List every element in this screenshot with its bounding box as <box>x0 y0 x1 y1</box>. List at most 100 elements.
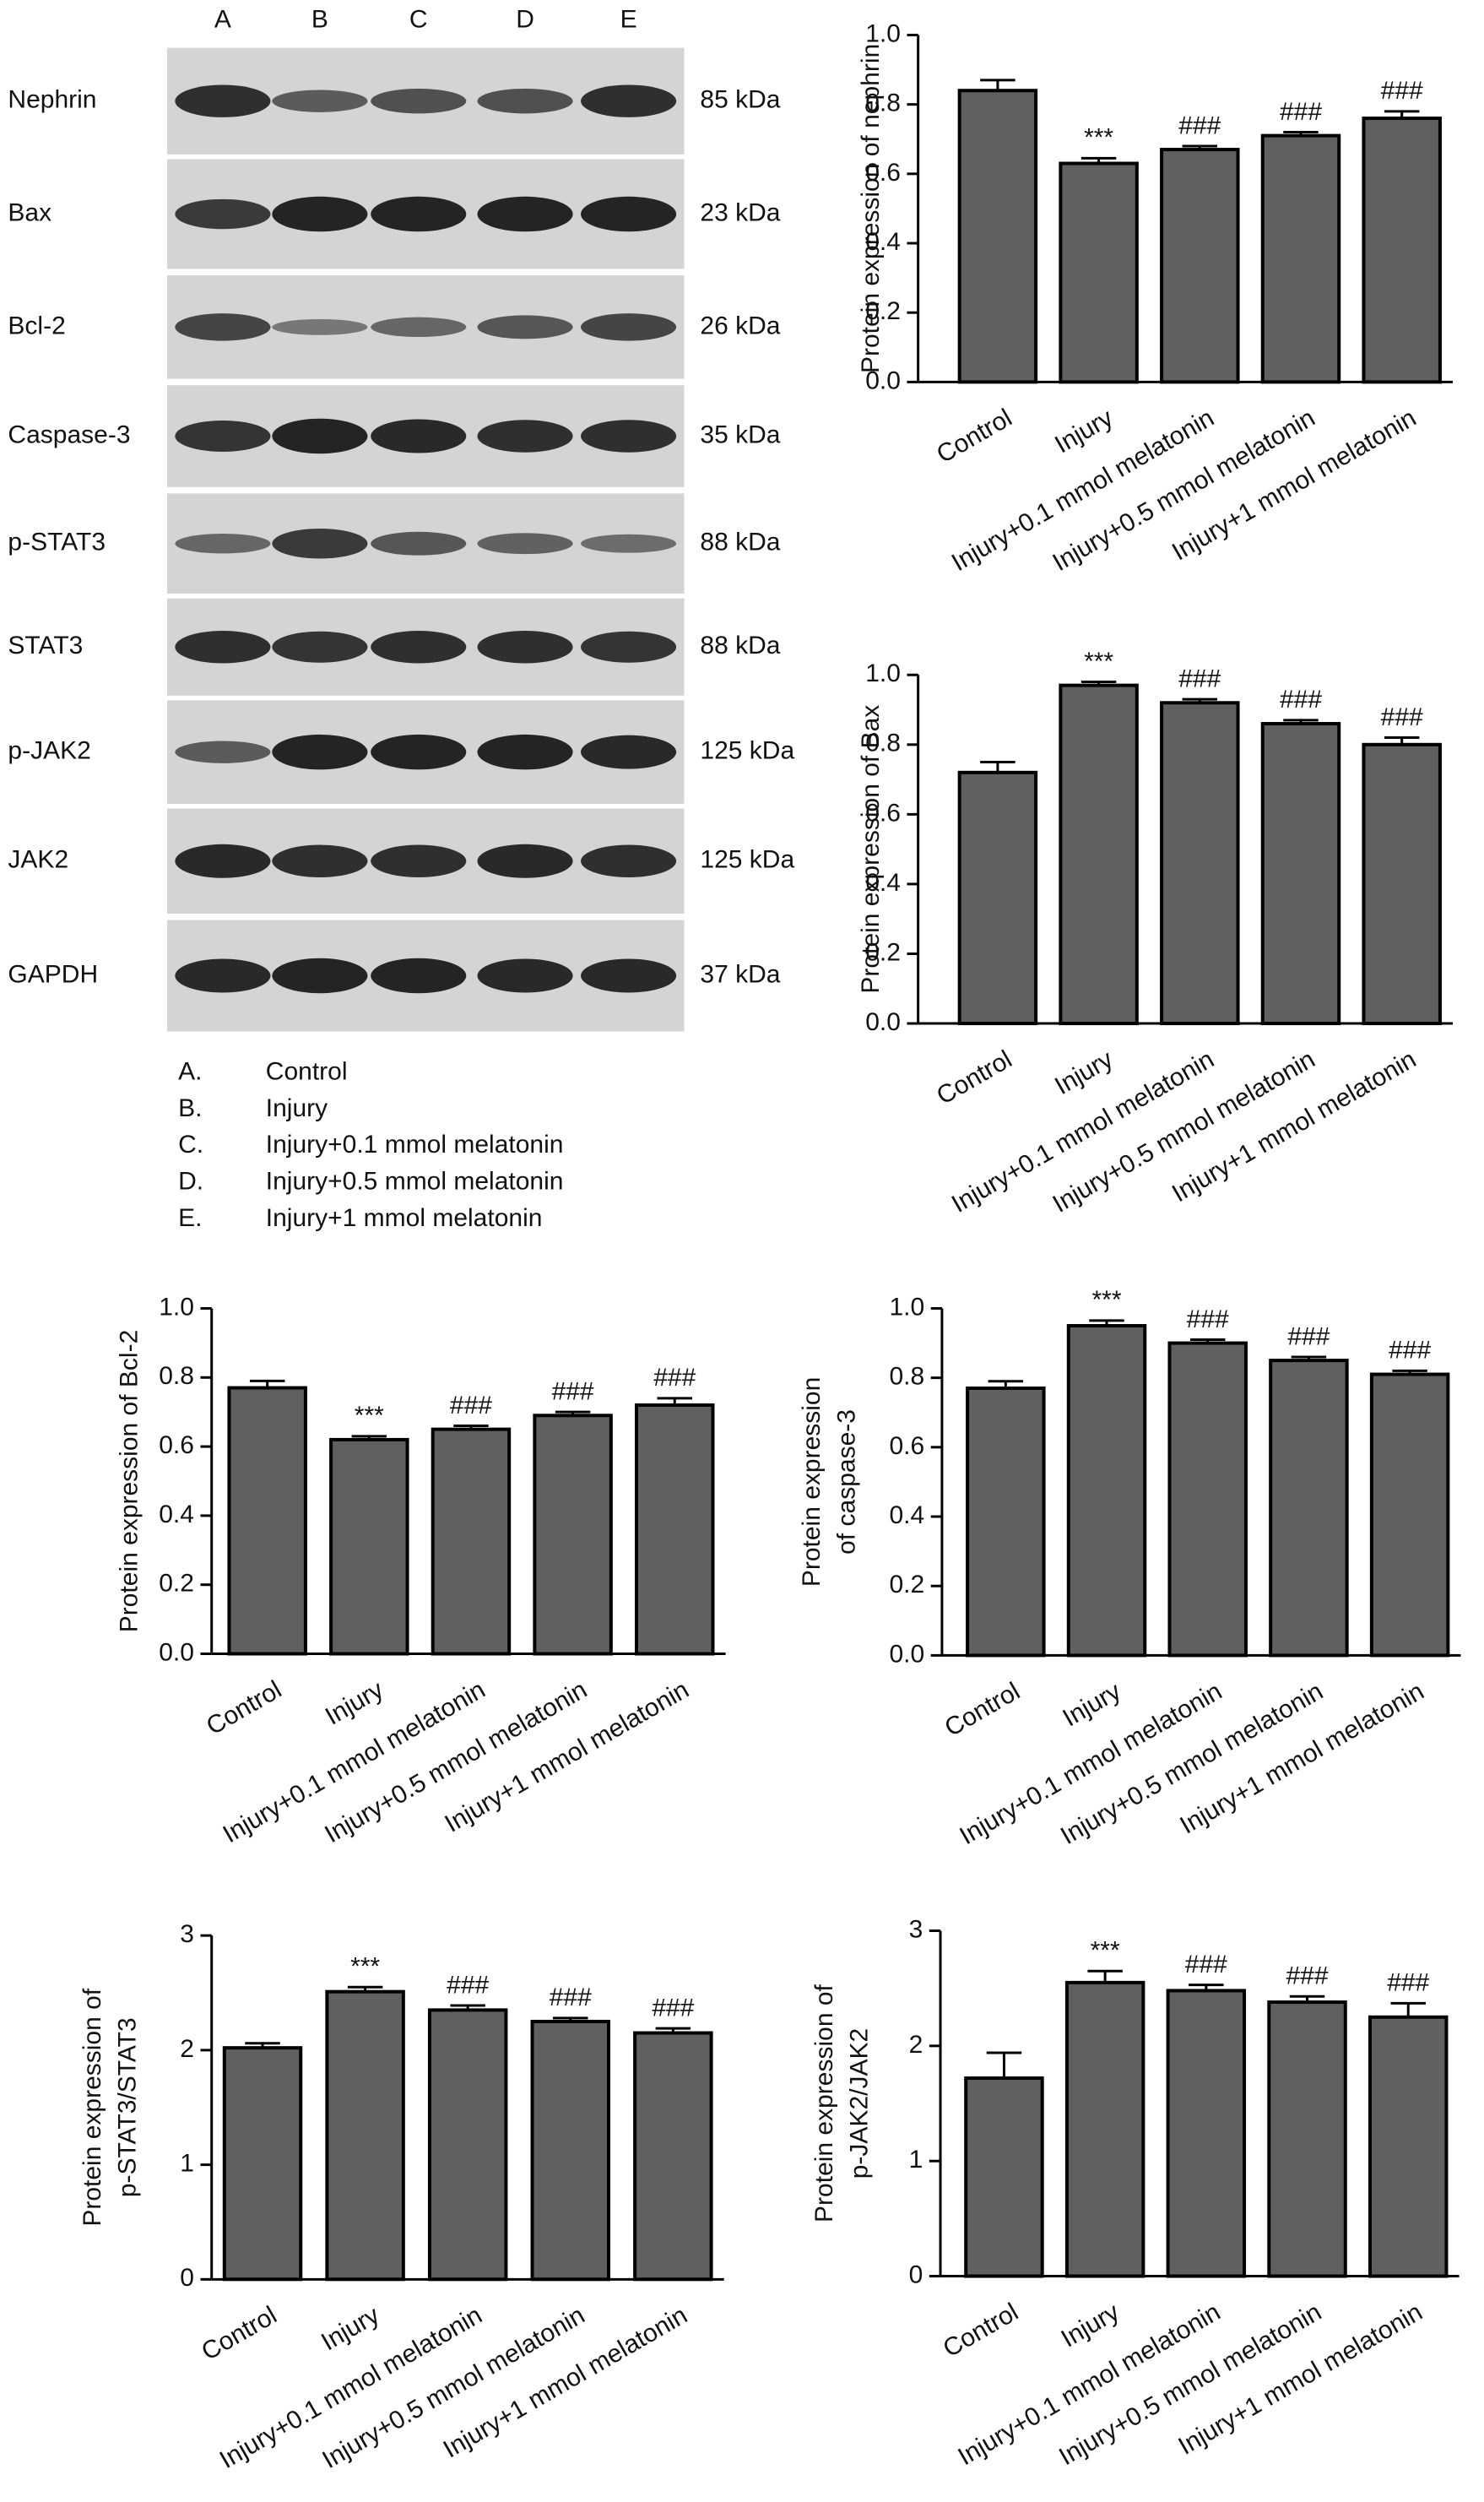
protein-label: Caspase-3 <box>8 421 130 448</box>
y-tick-label: 1.0 <box>889 1293 924 1321</box>
significance-label: ### <box>1387 1969 1429 1997</box>
y-tick-label: 1 <box>180 2150 194 2178</box>
blot-band <box>175 844 271 878</box>
blot-band <box>581 958 677 993</box>
size-label: 125 kDa <box>700 737 794 765</box>
x-tick-label: Injury <box>1050 1045 1118 1100</box>
protein-label: Nephrin <box>8 86 96 114</box>
y-tick-label: 1 <box>909 2146 923 2174</box>
legend-name: Injury+0.5 mmol melatonin <box>266 1167 564 1195</box>
blot-band <box>272 418 368 454</box>
size-label: 37 kDa <box>700 960 780 988</box>
blot-band <box>175 313 271 341</box>
bar <box>325 1989 405 2282</box>
blot-band <box>272 196 368 232</box>
x-tick-label: Control <box>939 2298 1023 2363</box>
y-tick-label: 0.0 <box>159 1638 194 1666</box>
lane-label: C <box>409 5 428 33</box>
significance-label: *** <box>355 1402 384 1430</box>
size-label: 88 kDa <box>700 529 780 556</box>
legend-letter: C. <box>178 1131 203 1159</box>
bar <box>957 770 1038 1026</box>
significance-label: *** <box>1084 124 1113 152</box>
blot-band <box>477 88 573 114</box>
lane-label: D <box>516 5 534 33</box>
bar <box>1260 722 1341 1026</box>
y-tick-label: 0.4 <box>865 228 901 256</box>
y-tick-label: 0.4 <box>159 1501 194 1528</box>
legend-letter: B. <box>178 1094 202 1122</box>
blot-band <box>477 420 573 453</box>
x-tick-label: Injury <box>1050 404 1118 459</box>
legend-letter: E. <box>178 1204 202 1232</box>
y-tick-label: 0.8 <box>865 730 901 757</box>
blot-band <box>581 844 677 878</box>
bar <box>966 1386 1046 1658</box>
y-tick-label: 2 <box>180 2035 194 2063</box>
y-tick-label: 1.0 <box>865 659 901 687</box>
blot-band <box>175 198 271 230</box>
bar <box>1260 133 1341 384</box>
blot-band <box>581 420 677 453</box>
blot-band <box>477 315 573 339</box>
y-tick-label: 0.8 <box>865 90 901 117</box>
bar <box>1059 161 1139 384</box>
y-tick-label: 0.4 <box>889 1501 924 1529</box>
protein-label: Bax <box>8 198 51 226</box>
x-tick-label: Control <box>932 1045 1016 1110</box>
blot-band <box>371 631 467 664</box>
blot-band <box>371 958 467 994</box>
blot-band <box>272 90 368 112</box>
y-tick-label: 0 <box>180 2264 194 2292</box>
y-axis-label: Protein expression of <box>79 1988 106 2226</box>
x-tick-label: Injury <box>317 2301 384 2356</box>
y-tick-label: 3 <box>909 1915 923 1943</box>
bar <box>1160 701 1240 1026</box>
bar <box>1269 1359 1349 1658</box>
bar <box>1066 1324 1147 1658</box>
y-tick-label: 0.4 <box>865 869 901 897</box>
legend-name: Injury+0.1 mmol melatonin <box>266 1131 564 1159</box>
legend-name: Control <box>266 1057 348 1085</box>
y-tick-label: 1.0 <box>865 19 901 47</box>
x-tick-label: Injury <box>321 1675 388 1730</box>
y-tick-label: 0.6 <box>865 159 901 187</box>
protein-label: p-STAT3 <box>8 529 106 556</box>
y-tick-label: 3 <box>180 1920 194 1948</box>
x-tick-label: Control <box>197 2301 281 2366</box>
blot-band <box>477 844 573 878</box>
significance-label: *** <box>1092 1286 1122 1314</box>
y-axis-label: p-STAT3/STAT3 <box>114 2017 142 2197</box>
size-label: 35 kDa <box>700 421 780 448</box>
size-label: 85 kDa <box>700 86 780 114</box>
y-tick-label: 0.2 <box>865 938 901 966</box>
bar <box>1167 1341 1248 1658</box>
significance-label: ### <box>652 1994 694 2022</box>
blot-band <box>272 844 368 878</box>
bar <box>222 2046 303 2282</box>
significance-label: ### <box>1178 665 1221 692</box>
blot-band <box>581 631 677 663</box>
protein-label: Bcl-2 <box>8 312 65 339</box>
blot-band <box>371 531 467 556</box>
blot-band <box>581 84 677 117</box>
size-label: 23 kDa <box>700 198 780 226</box>
y-tick-label: 0.8 <box>889 1363 924 1391</box>
significance-label: ### <box>1178 111 1221 139</box>
significance-label: *** <box>350 1953 380 1981</box>
blot-band <box>175 631 271 664</box>
y-axis-label: p-JAK2/JAK2 <box>846 2028 874 2179</box>
y-axis-label: Protein expression of nephrin <box>857 44 885 373</box>
protein-label: GAPDH <box>8 960 98 988</box>
significance-label: ### <box>1389 1337 1431 1365</box>
blot-band <box>371 317 467 338</box>
x-tick-label: Injury <box>1059 1677 1126 1732</box>
significance-label: ### <box>1187 1305 1229 1333</box>
y-tick-label: 1.0 <box>159 1293 194 1321</box>
blot-band <box>581 534 677 553</box>
blot-band <box>272 631 368 663</box>
significance-label: *** <box>1091 1937 1120 1965</box>
significance-label: ### <box>447 1971 489 1999</box>
bar <box>1362 742 1442 1026</box>
